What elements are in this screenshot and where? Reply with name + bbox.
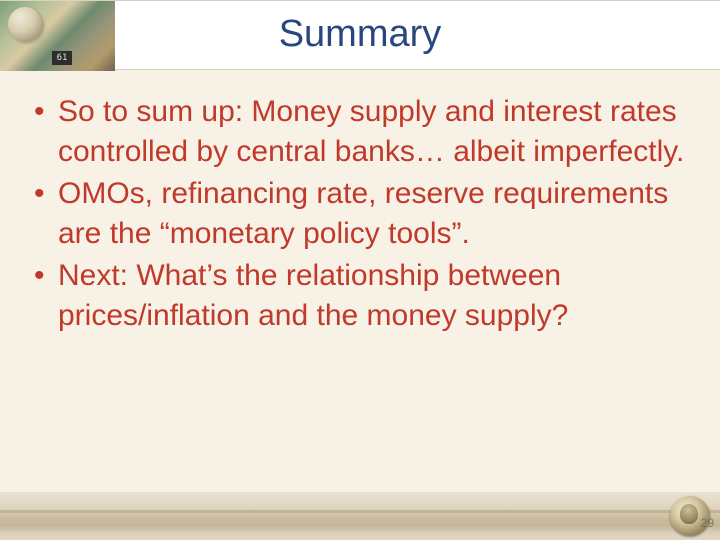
bullet-list: • So to sum up: Money supply and interes… [30, 92, 690, 338]
list-item: • Next: What’s the relationship between … [30, 256, 690, 336]
page-number: 29 [701, 516, 714, 530]
bullet-text: OMOs, refinancing rate, reserve requirem… [58, 174, 690, 254]
title-band: Summary [0, 0, 720, 70]
bullet-marker: • [30, 92, 58, 132]
list-item: • So to sum up: Money supply and interes… [30, 92, 690, 172]
footer-decorative-band: 29 [0, 492, 720, 540]
bullet-marker: • [30, 256, 58, 296]
slide-title: Summary [0, 13, 720, 56]
bullet-text: Next: What’s the relationship between pr… [58, 256, 690, 336]
list-item: • OMOs, refinancing rate, reserve requir… [30, 174, 690, 254]
bullet-text: So to sum up: Money supply and interest … [58, 92, 690, 172]
bullet-marker: • [30, 174, 58, 214]
